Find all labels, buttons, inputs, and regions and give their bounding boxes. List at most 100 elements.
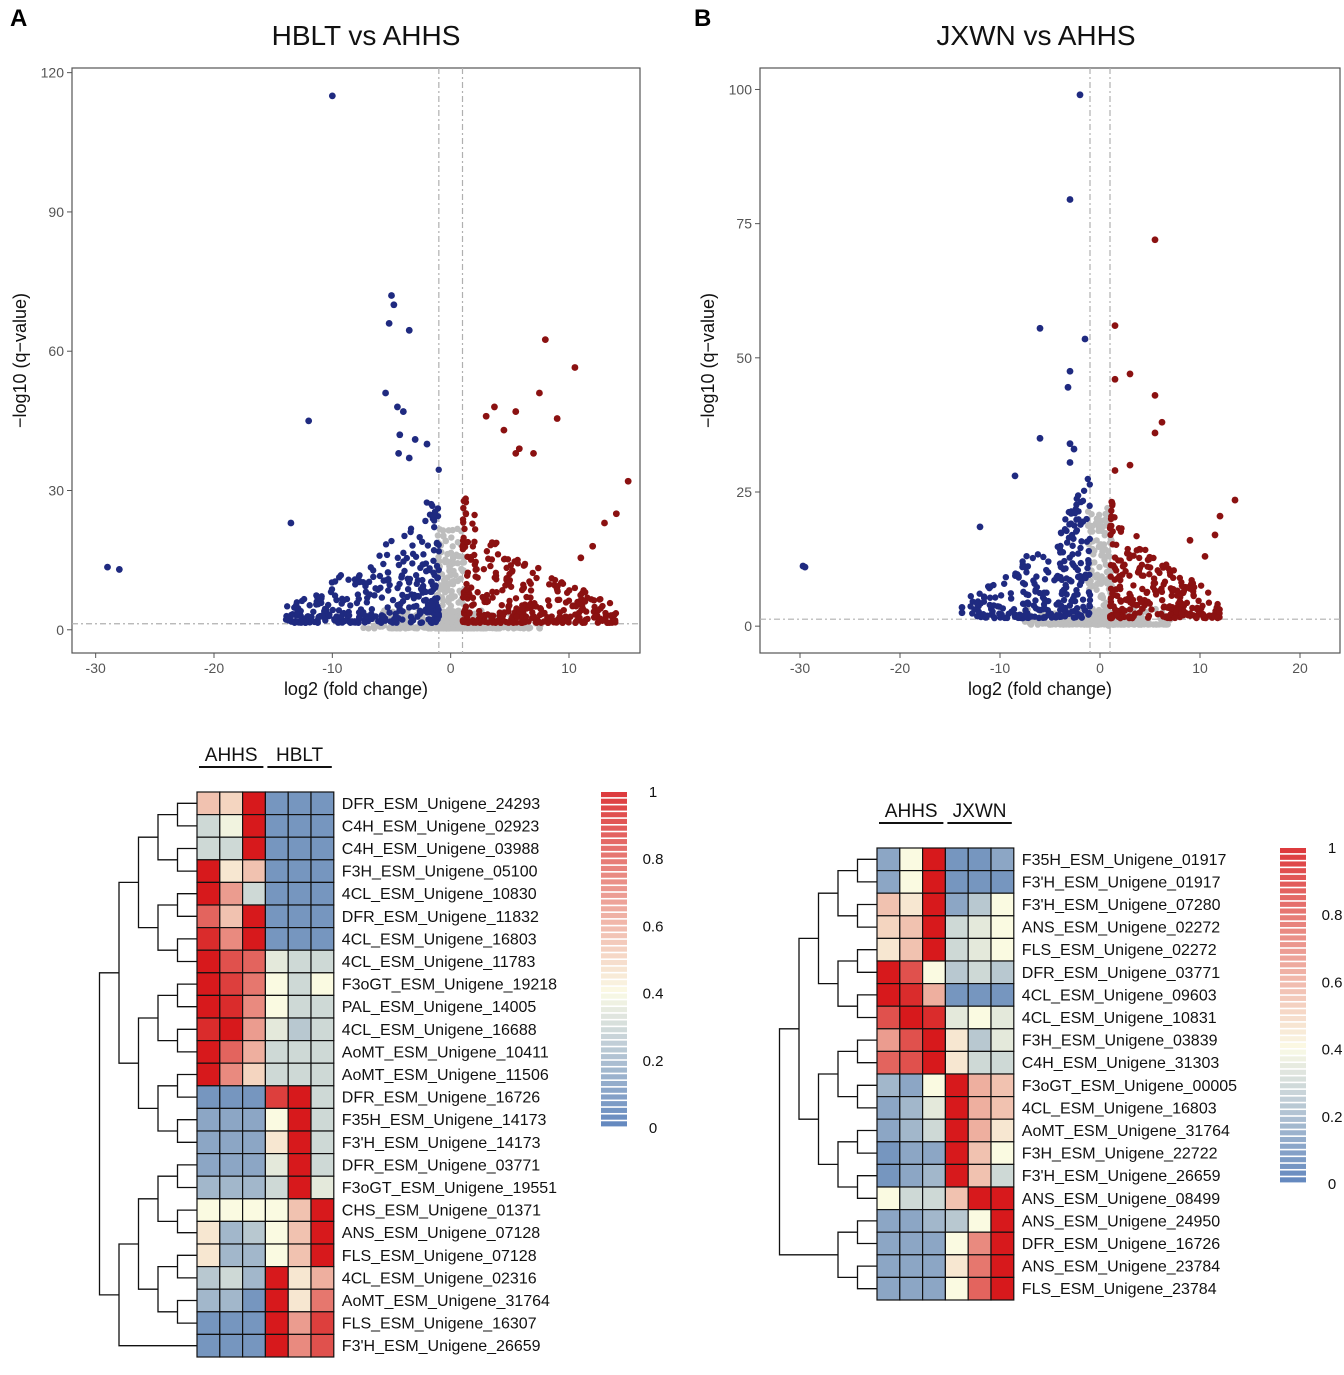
point-downregulated [392,616,399,623]
heatmap-cell [264,1243,289,1268]
point-upregulated [462,510,470,517]
point-downregulated [386,609,393,616]
legend-swatch [601,966,627,972]
row-label: DFR_ESM_Unigene_03771 [1022,965,1220,982]
row-label: F3oGT_ESM_Unigene_00005 [1022,1078,1237,1095]
point-downregulated [409,550,417,558]
point-upregulated [566,587,573,594]
heatmap-cell [287,1198,312,1223]
point-downregulated [989,608,996,615]
legend-swatch [601,1000,627,1006]
point-downregulated [416,607,424,615]
row-label: DFR_ESM_Unigene_03771 [342,1157,540,1174]
heatmap-cell [264,836,289,861]
point-upregulated [488,614,495,621]
heatmap-cell [287,1062,312,1087]
heatmap-cell [196,791,221,816]
heatmap-cell [196,1220,221,1245]
legend-swatch [1280,1089,1306,1096]
point-upregulated [1144,614,1152,621]
legend-swatch [601,792,627,798]
point-downregulated [434,616,441,623]
legend-swatch [1280,989,1306,995]
point-downregulated [1064,383,1072,391]
dendrogram-branch [176,938,197,963]
point-not-significant [365,625,372,632]
heatmap-cell [242,949,267,974]
legend-swatch [601,872,627,878]
heatmap-cell [242,859,267,883]
heatmap-cell [990,1276,1015,1301]
point-upregulated [513,613,520,620]
point-upregulated [544,597,552,604]
heatmap-cell [967,1073,992,1098]
legend-swatch [601,1080,627,1087]
point-downregulated [1086,502,1093,510]
heatmap-cell [287,1039,312,1064]
point-downregulated [1014,571,1021,578]
heatmap-cell [264,1130,289,1155]
point-downregulated [343,595,351,603]
heatmap-cell [196,813,221,838]
point-upregulated [1107,585,1115,592]
point-downregulated [352,581,359,588]
heatmap-cell [242,1085,267,1110]
heatmap-cell [921,1118,946,1143]
heatmap-cell [219,836,244,861]
legend-swatch [601,1087,627,1093]
point-upregulated [1140,572,1147,579]
legend-swatch [601,986,627,992]
point-upregulated [1125,551,1133,558]
point-downregulated [347,602,354,609]
heatmap-cell [990,1141,1015,1166]
point-downregulated [407,525,415,532]
heatmap-cell [990,1254,1015,1279]
legend-swatch [1280,921,1306,928]
heatmap-cell [242,1288,267,1313]
dendrogram-branch [98,972,119,1296]
legend-swatch [601,1054,627,1060]
heatmap-cell [876,1276,901,1301]
point-downregulated [1001,614,1009,622]
legend-swatch [1280,895,1306,901]
point-downregulated [1081,335,1089,343]
point-downregulated [293,609,301,616]
point-upregulated [505,619,512,626]
point-downregulated [389,596,397,604]
point-downregulated [395,561,403,569]
point-downregulated [1083,538,1091,545]
point-not-significant [1106,553,1113,560]
point-downregulated [333,596,340,604]
point-upregulated [546,602,553,609]
point-downregulated [414,577,422,584]
point-upregulated [1112,606,1119,613]
heatmap-cell [310,1017,335,1042]
y-axis-label: −log10 (q−value) [698,293,718,428]
point-downregulated [396,431,404,439]
point-not-significant [1162,621,1170,628]
heatmap-cell [990,937,1015,962]
point-downregulated [1080,603,1087,611]
heatmap-cell [944,1276,969,1301]
row-label: F3H_ESM_Unigene_22722 [1022,1146,1218,1163]
heatmap-cell [242,1130,267,1155]
point-downregulated [1002,573,1010,581]
heatmap-cell [242,1243,267,1268]
point-downregulated [292,601,300,609]
heatmap-cell [899,1005,924,1030]
row-label: DFR_ESM_Unigene_16726 [342,1090,540,1107]
point-upregulated [1133,602,1140,609]
point-upregulated [563,617,571,625]
heatmap-cell [242,881,267,906]
legend-swatch [1280,901,1306,907]
point-downregulated [400,549,407,557]
point-upregulated [1121,607,1128,614]
point-downregulated [401,532,408,540]
point-upregulated [482,412,490,420]
heatmap-cell [310,836,335,861]
row-label: 4CL_ESM_Unigene_09603 [1022,987,1217,1004]
point-not-significant [1137,621,1144,628]
point-downregulated [427,500,435,508]
point-downregulated [1059,588,1066,595]
point-upregulated [1231,496,1239,504]
